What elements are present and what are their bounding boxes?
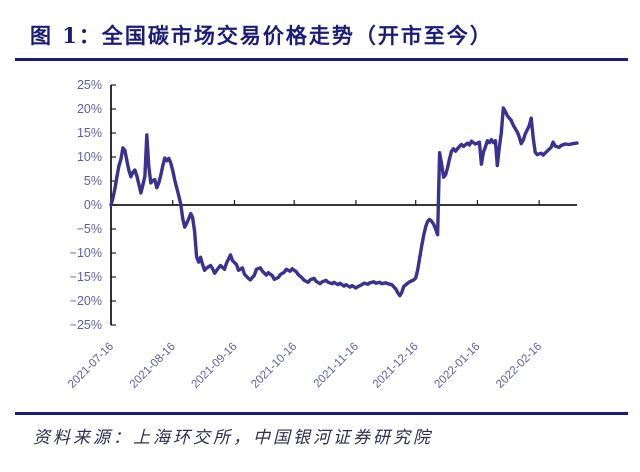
x-axis-tick-label: 2021-11-16 [312,341,361,390]
figure-title: 图 1：全国碳市场交易价格走势（开市至今） [30,23,493,48]
footer-rule [15,412,628,415]
title-underline-rule [15,58,628,61]
y-axis-tick-label: 15% [77,126,102,140]
x-axis-tick-label: 2021-09-16 [190,341,240,391]
x-axis-tick-label: 2021-12-16 [371,341,421,391]
x-axis-tick-label: 2021-07-16 [66,341,116,391]
y-axis-tick-label: −20% [70,294,102,308]
y-axis-tick-label: −5% [77,222,102,236]
x-axis-tick-label: 2022-02-16 [494,341,544,391]
y-axis-tick-label: 20% [77,102,102,116]
x-axis-tick-label: 2021-10-16 [249,341,299,391]
source-note: 资料来源：上海环交所，中国银河证券研究院 [33,428,433,448]
y-axis-tick-label: −10% [70,246,102,260]
y-axis-tick-label: −25% [70,318,102,332]
y-axis-tick-label: −15% [70,270,102,284]
y-axis-tick-label: 10% [77,150,102,164]
price-line [109,106,579,298]
x-axis-tick-label: 2022-01-16 [432,341,482,391]
y-axis-tick-label: 5% [84,174,102,188]
y-axis-tick-label: 0% [84,198,102,212]
x-axis-tick-label: 2021-08-16 [128,341,178,391]
y-axis-tick-label: 25% [77,78,102,92]
